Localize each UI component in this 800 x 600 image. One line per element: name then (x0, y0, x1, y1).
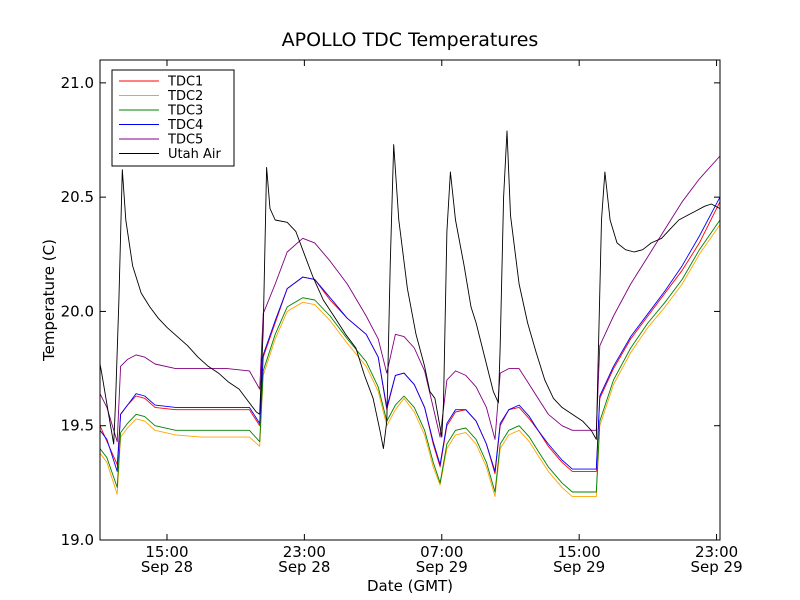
legend-label-tdc1: TDC1 (167, 75, 203, 90)
x-tick-time-label: 07:00 (420, 543, 463, 561)
x-tick-time-label: 15:00 (558, 543, 601, 561)
chart-title: APOLLO TDC Temperatures (282, 29, 539, 51)
y-tick-label: 20.5 (61, 188, 94, 206)
legend-label-tdc3: TDC3 (167, 104, 203, 119)
legend-label-tdc5: TDC5 (167, 133, 203, 148)
series-layer (99, 130, 721, 498)
series-line-tdc2 (99, 224, 721, 498)
x-tick-date-label: Sep 28 (141, 558, 193, 576)
y-tick-label: 19.0 (61, 531, 94, 549)
legend-label-tdc2: TDC2 (167, 89, 203, 104)
x-tick-time-label: 23:00 (695, 543, 738, 561)
x-tick-time-label: 23:00 (283, 543, 326, 561)
x-tick-time-label: 15:00 (145, 543, 188, 561)
y-tick-label: 19.5 (61, 417, 94, 435)
plot-frame (99, 59, 721, 541)
legend-box (111, 69, 235, 167)
x-axis-label: Date (GMT) (367, 577, 453, 595)
y-tick-label: 21.0 (61, 74, 94, 92)
x-tick-date-label: Sep 29 (553, 558, 605, 576)
y-axis-label: Temperature (C) (40, 239, 58, 362)
x-tick-date-label: Sep 28 (278, 558, 330, 576)
x-tick-date-label: Sep 29 (416, 558, 468, 576)
series-line-tdc3 (99, 219, 721, 493)
x-tick-date-label: Sep 29 (690, 558, 742, 576)
series-line-tdc4 (99, 196, 721, 472)
y-tick-label: 20.0 (61, 302, 94, 320)
series-line-utah-air (99, 130, 721, 450)
legend-label-tdc4: TDC4 (167, 118, 203, 133)
legend-label-utah-air: Utah Air (168, 147, 221, 162)
